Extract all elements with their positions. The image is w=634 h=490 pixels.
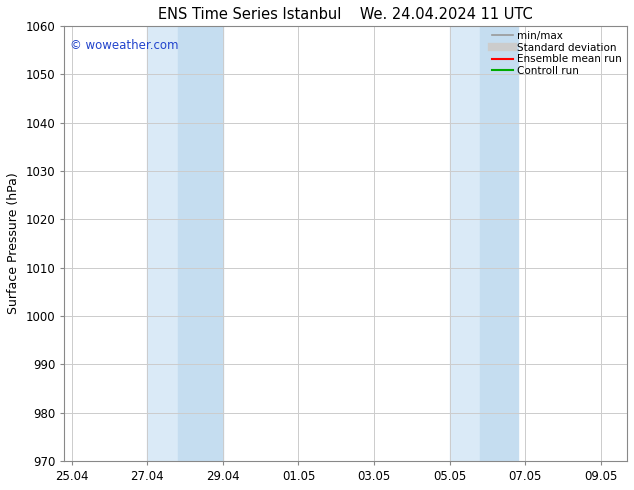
Bar [147,26,178,461]
Title: ENS Time Series Istanbul    We. 24.04.2024 11 UTC: ENS Time Series Istanbul We. 24.04.2024 … [158,7,533,22]
Bar [178,26,223,461]
Bar [450,26,480,461]
Legend: min/max, Standard deviation, Ensemble mean run, Controll run: min/max, Standard deviation, Ensemble me… [489,28,625,79]
Bar [480,26,517,461]
Text: © woweather.com: © woweather.com [70,39,178,52]
Y-axis label: Surface Pressure (hPa): Surface Pressure (hPa) [7,172,20,314]
